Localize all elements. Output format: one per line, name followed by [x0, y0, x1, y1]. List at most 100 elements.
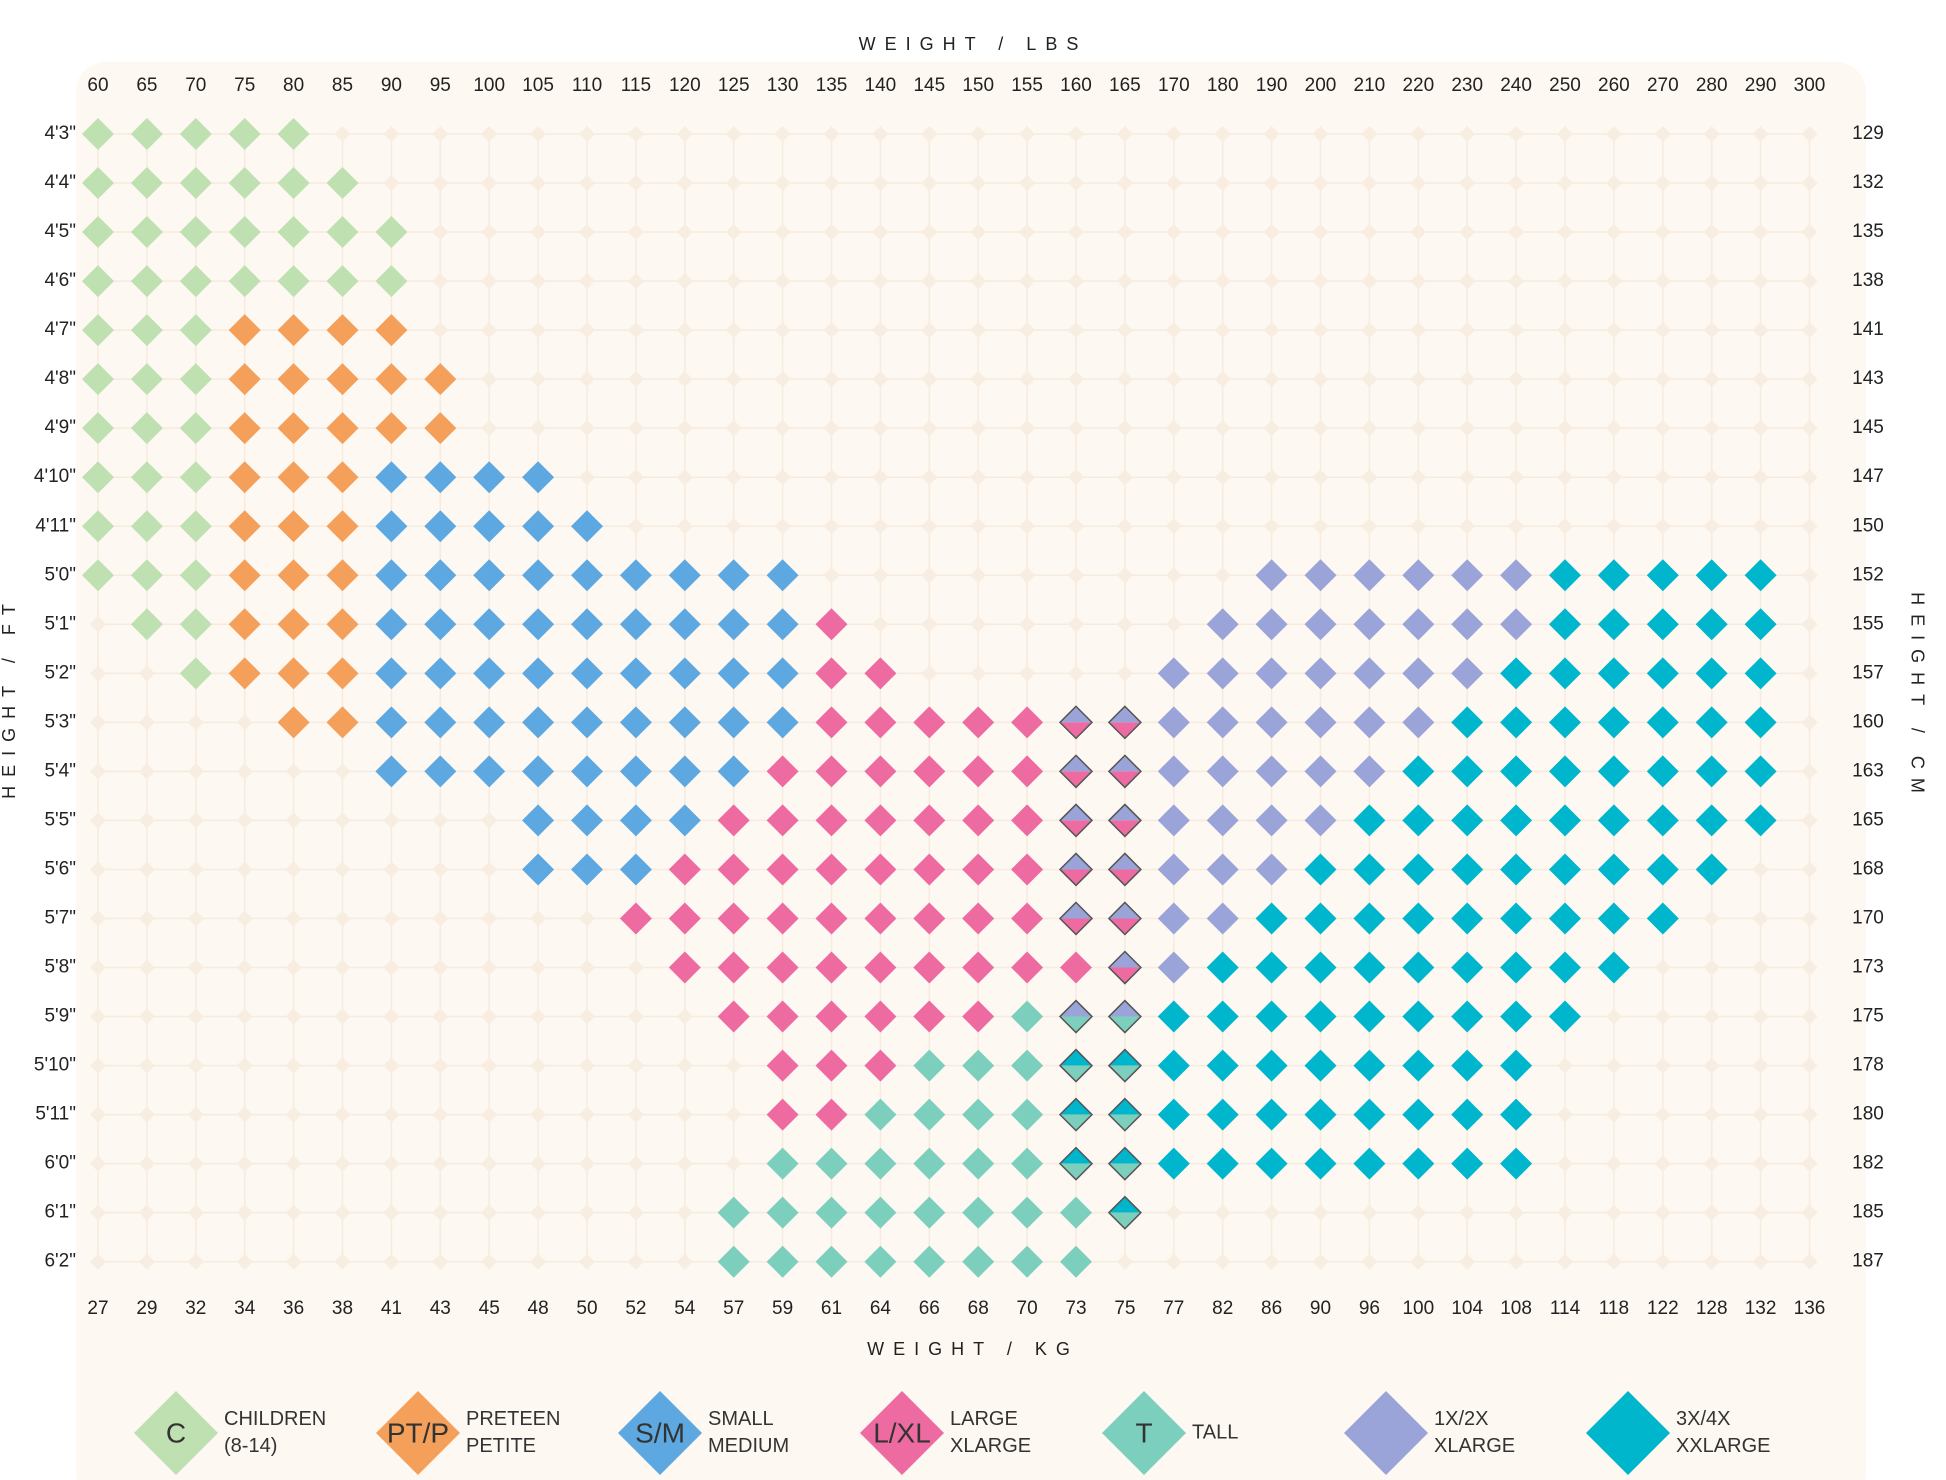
empty-dot — [334, 763, 351, 780]
empty-dot — [138, 910, 155, 927]
empty-dot — [676, 518, 693, 535]
cell — [668, 657, 701, 690]
empty-dot — [1703, 1253, 1720, 1270]
kg-tick-label: 118 — [1599, 1298, 1629, 1319]
cell — [326, 265, 359, 298]
empty-dot — [1654, 273, 1671, 290]
cell — [424, 559, 457, 592]
empty-dot — [1752, 1008, 1769, 1025]
empty-dot — [1459, 1204, 1476, 1221]
empty-dot — [1019, 420, 1036, 437]
cell — [1695, 608, 1728, 641]
cell — [228, 265, 261, 298]
cell — [1255, 1147, 1288, 1180]
empty-dot — [970, 420, 987, 437]
cell — [375, 608, 408, 641]
empty-dot — [823, 273, 840, 290]
empty-dot — [1801, 812, 1818, 829]
cell — [815, 755, 848, 788]
empty-dot — [1557, 420, 1573, 437]
y2-axis-title: HEIGHT / CM — [1907, 592, 1927, 802]
cell — [1549, 853, 1581, 886]
cell — [1646, 755, 1679, 788]
empty-dot — [1801, 861, 1818, 878]
cell — [1451, 1098, 1484, 1131]
empty-dot — [236, 763, 253, 780]
cell — [766, 1196, 799, 1229]
cell — [326, 657, 359, 690]
cell — [1451, 1147, 1484, 1180]
empty-dot — [725, 371, 742, 388]
cell-bottom-half — [1108, 1016, 1141, 1033]
cell — [1304, 608, 1337, 641]
cell — [1255, 1049, 1288, 1082]
cell-bottom-half — [1060, 820, 1092, 837]
cell — [82, 216, 114, 249]
cell — [1060, 951, 1092, 984]
empty-dot — [1116, 126, 1133, 142]
height-cm-label: 145 — [1852, 417, 1884, 438]
cell — [1695, 706, 1728, 739]
legend-swatch — [134, 1391, 218, 1475]
empty-dot — [90, 861, 106, 878]
empty-dot — [530, 224, 547, 241]
cell — [962, 1098, 995, 1131]
empty-dot — [383, 1204, 400, 1221]
cell — [1304, 1049, 1337, 1082]
empty-dot — [1068, 224, 1084, 241]
cell — [473, 608, 506, 641]
cell-bottom-half — [1108, 722, 1141, 739]
cell — [277, 265, 310, 298]
empty-dot — [530, 1106, 547, 1123]
kg-tick-label: 86 — [1261, 1298, 1282, 1319]
empty-dot — [970, 518, 987, 535]
empty-dot — [236, 861, 253, 878]
cell — [277, 118, 310, 150]
cell — [1353, 608, 1386, 641]
cell — [717, 657, 750, 690]
empty-dot — [1165, 1253, 1182, 1270]
cell — [424, 755, 457, 788]
height-cm-label: 152 — [1852, 564, 1884, 585]
cell — [1646, 902, 1679, 935]
cell — [766, 902, 799, 935]
cell — [228, 559, 261, 592]
empty-dot — [432, 910, 449, 927]
cell-outline — [1058, 1097, 1094, 1132]
empty-dot — [187, 812, 204, 829]
cell — [375, 755, 408, 788]
cell-top-half — [1108, 951, 1141, 968]
cell — [1157, 657, 1190, 690]
empty-dot — [774, 371, 791, 388]
height-cm-label: 185 — [1852, 1202, 1884, 1223]
cell-top-half — [1060, 1000, 1092, 1017]
cell — [82, 461, 114, 494]
kg-tick-label: 41 — [381, 1298, 402, 1319]
empty-dot — [285, 763, 302, 780]
height-ft-label: 5'2" — [44, 662, 76, 683]
empty-dot — [138, 1008, 155, 1025]
cell — [815, 1196, 848, 1229]
cell — [1451, 1049, 1484, 1082]
cell — [1500, 608, 1533, 641]
empty-dot — [921, 224, 938, 241]
empty-dot — [90, 616, 106, 633]
empty-dot — [725, 518, 742, 535]
cell — [619, 657, 652, 690]
empty-dot — [1752, 518, 1769, 535]
empty-dot — [1459, 224, 1476, 241]
cell — [82, 412, 114, 445]
cell — [913, 755, 946, 788]
cell-top-half — [1108, 1000, 1141, 1017]
empty-dot — [1019, 567, 1036, 584]
cell — [766, 706, 799, 739]
cell — [1011, 1245, 1044, 1278]
lbs-tick-label: 120 — [669, 75, 701, 96]
cell — [962, 706, 995, 739]
empty-dot — [1068, 126, 1084, 142]
empty-dot — [1165, 616, 1182, 633]
empty-dot — [187, 861, 204, 878]
cell — [424, 608, 457, 641]
empty-dot — [579, 175, 595, 192]
cell — [619, 853, 652, 886]
